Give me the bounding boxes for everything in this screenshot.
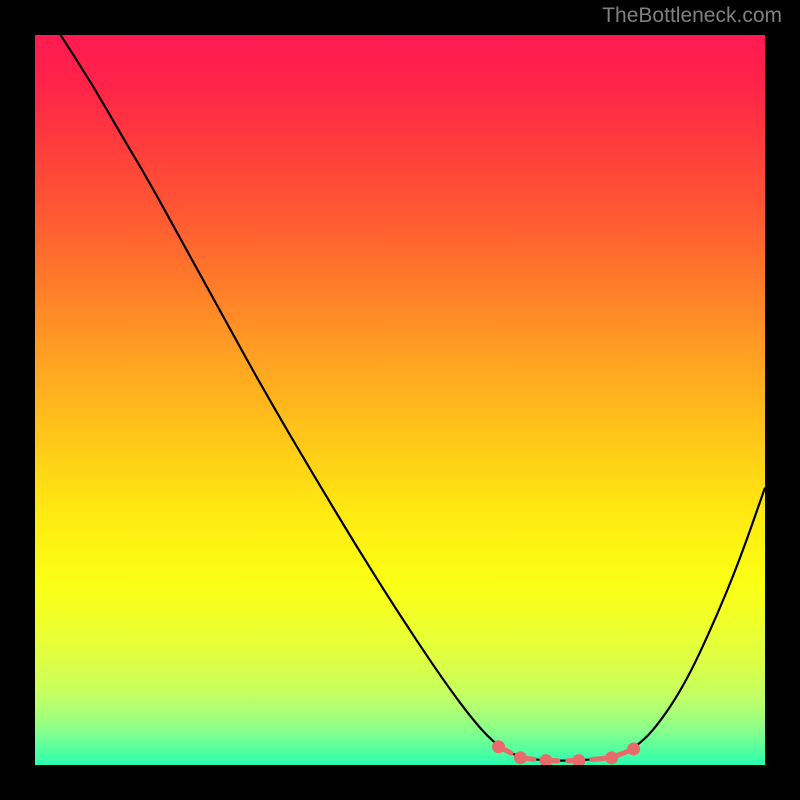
watermark-text: TheBottleneck.com — [602, 4, 782, 28]
bottleneck-curve — [61, 35, 765, 761]
optimal-marker — [572, 754, 585, 765]
plot-area — [35, 35, 765, 765]
optimal-marker — [492, 740, 505, 753]
optimal-marker — [540, 754, 553, 765]
optimal-marker — [514, 751, 527, 764]
optimal-marker — [627, 742, 640, 755]
optimal-marker — [605, 751, 618, 764]
chart-svg — [35, 35, 765, 765]
